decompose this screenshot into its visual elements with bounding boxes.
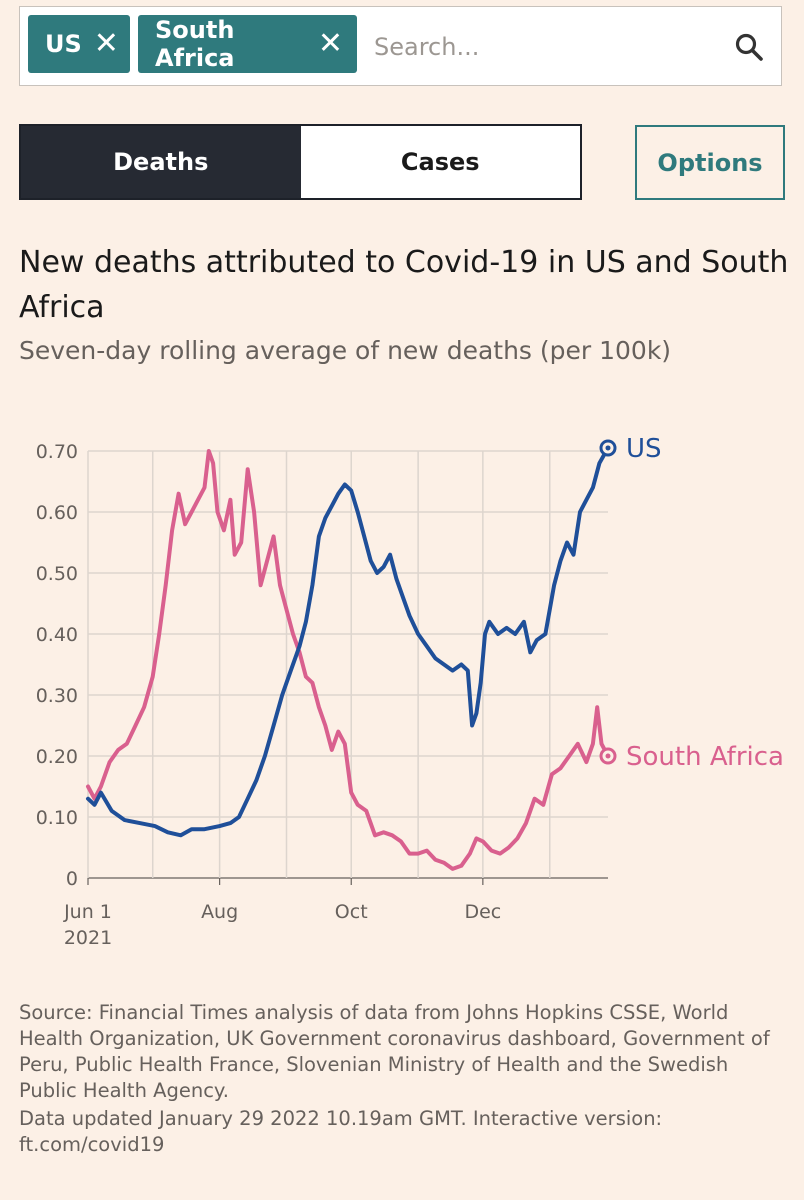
- y-tick-label: 0.70: [36, 441, 78, 463]
- cases-button[interactable]: Cases: [300, 126, 580, 198]
- chart-series: South Africa US: [86, 434, 784, 871]
- y-tick-label: 0.20: [36, 746, 78, 768]
- close-icon[interactable]: ✕: [93, 26, 119, 61]
- x-tick-label: Jun 1: [63, 901, 112, 923]
- options-button[interactable]: Options: [635, 125, 785, 200]
- x-axis-ticks: Jun 1 2021 Aug Oct Dec: [63, 878, 501, 949]
- x-tick-label: Aug: [201, 901, 238, 923]
- y-tick-label: 0.10: [36, 807, 78, 829]
- series-end-dot: [605, 445, 611, 451]
- series-end-dot: [605, 753, 611, 759]
- search-input[interactable]: [372, 23, 716, 71]
- y-tick-label: 0.40: [36, 624, 78, 646]
- chart-title: New deaths attributed to Covid-19 in US …: [19, 245, 789, 325]
- x-tick-label: Oct: [335, 901, 368, 923]
- x-tick-label: Dec: [464, 901, 501, 923]
- updated-note: Data updated January 29 2022 10.19am GMT…: [19, 1107, 663, 1156]
- search-bar: US ✕ South Africa ✕: [19, 6, 782, 86]
- close-icon[interactable]: ✕: [317, 26, 343, 61]
- filter-chip-us[interactable]: US ✕: [28, 15, 130, 73]
- search-icon[interactable]: [734, 32, 764, 62]
- chart-subtitle: Seven-day rolling average of new deaths …: [19, 336, 672, 365]
- series-label: US: [626, 434, 662, 464]
- deaths-button[interactable]: Deaths: [21, 126, 301, 198]
- filter-chip-south-africa[interactable]: South Africa ✕: [138, 15, 357, 73]
- y-tick-label: 0.50: [36, 563, 78, 585]
- metric-toggle: Deaths Cases: [19, 124, 582, 200]
- source-note: Source: Financial Times analysis of data…: [19, 1001, 770, 1102]
- series-line-us: [86, 445, 610, 838]
- series-line-south-africa: [86, 449, 610, 871]
- y-tick-label: 0.30: [36, 685, 78, 707]
- y-axis-ticks: 0.70 0.60 0.50 0.40 0.30 0.20 0.10 0: [36, 441, 78, 890]
- line-chart: 0.70 0.60 0.50 0.40 0.30 0.20 0.10 0 Jun 1 2021 A…: [36, 434, 784, 949]
- x-tick-sublabel: 2021: [64, 927, 112, 949]
- y-tick-label: 0.60: [36, 502, 78, 524]
- y-tick-label: 0: [66, 868, 78, 890]
- chip-label: US: [45, 30, 82, 58]
- chart-grid: [87, 450, 608, 879]
- chip-label: South Africa: [155, 16, 235, 72]
- series-label: South Africa: [626, 742, 784, 772]
